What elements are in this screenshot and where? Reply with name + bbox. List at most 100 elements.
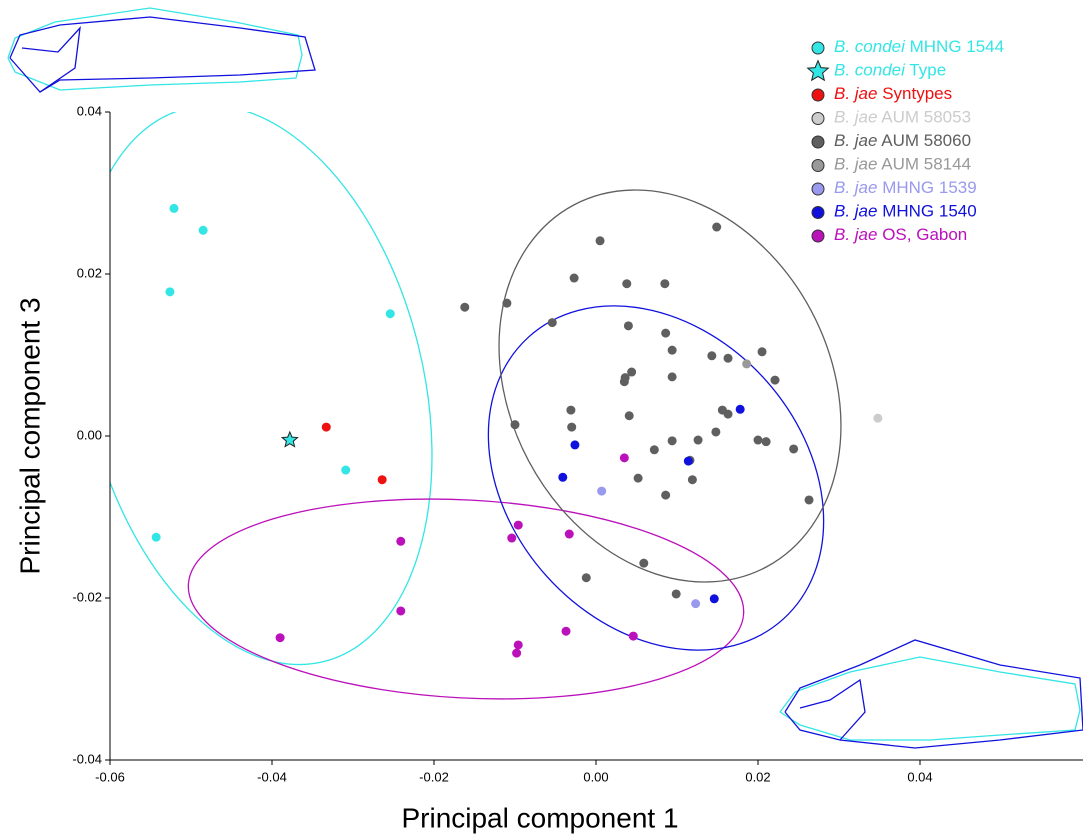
point	[723, 409, 733, 419]
legend-label: B. jae OS, Gabon	[834, 225, 967, 244]
point	[683, 456, 693, 466]
point	[595, 236, 605, 246]
point	[757, 347, 767, 357]
y-tick-label: -0.02	[72, 589, 102, 604]
point	[804, 495, 814, 505]
x-tick-label: -0.02	[419, 769, 449, 784]
legend-marker	[811, 135, 825, 149]
point	[633, 473, 643, 483]
y-tick-label: 0.04	[77, 103, 102, 118]
point	[567, 422, 577, 432]
point	[198, 225, 208, 235]
ellipse	[487, 305, 825, 651]
point	[564, 529, 574, 539]
point	[624, 411, 634, 421]
point	[169, 203, 179, 213]
point	[321, 422, 331, 432]
ellipses	[110, 112, 842, 700]
point	[660, 279, 670, 289]
point	[510, 420, 520, 430]
point	[385, 309, 395, 319]
ellipse	[498, 189, 842, 583]
point	[661, 490, 671, 500]
point	[707, 351, 717, 361]
point	[742, 359, 752, 369]
legend-marker	[811, 88, 825, 102]
point	[507, 533, 517, 543]
legend-marker	[811, 41, 825, 55]
point	[753, 435, 763, 445]
point	[558, 472, 568, 482]
point	[623, 321, 633, 331]
point	[639, 558, 649, 568]
legend-marker	[811, 206, 825, 219]
point	[667, 372, 677, 382]
point	[165, 287, 175, 297]
fish-outline-bottom	[779, 639, 1083, 749]
legend-label: B. jae AUM 58144	[834, 155, 971, 174]
ellipse	[187, 498, 745, 700]
point	[513, 520, 523, 530]
legend-marker	[806, 59, 830, 82]
point	[569, 273, 579, 283]
point	[280, 430, 299, 448]
point	[712, 222, 722, 232]
point	[789, 444, 799, 454]
point	[761, 437, 771, 447]
legend-marker	[811, 182, 825, 196]
y-tick-label: 0.00	[77, 427, 102, 442]
point	[547, 318, 557, 328]
point	[770, 375, 780, 385]
ellipse	[110, 112, 433, 666]
legend-marker	[811, 229, 825, 243]
point	[396, 536, 406, 546]
x-axis-label: Principal component 1	[401, 802, 678, 833]
point	[667, 436, 677, 446]
point	[735, 404, 745, 414]
legend-label: B. condei Type	[834, 61, 946, 80]
point	[661, 328, 671, 338]
point	[711, 427, 721, 437]
point	[693, 435, 703, 445]
point	[570, 440, 580, 450]
x-tick-label: -0.04	[257, 769, 287, 784]
point	[396, 606, 406, 616]
x-tick-label: 0.00	[583, 769, 608, 784]
point	[622, 279, 632, 289]
point	[377, 475, 387, 485]
legend-marker	[811, 159, 825, 172]
point	[566, 405, 576, 415]
point	[667, 345, 677, 355]
point	[581, 573, 591, 583]
legend-label: B. condei MHNG 1544	[834, 37, 1004, 56]
legend-marker	[811, 112, 825, 125]
point	[709, 594, 719, 604]
point	[341, 465, 351, 475]
point	[597, 486, 607, 496]
x-tick-label: 0.02	[745, 769, 770, 784]
point	[627, 367, 637, 377]
point	[619, 377, 629, 387]
y-axis-label: Principal component 3	[14, 297, 45, 574]
legend-label: B. jae AUM 58053	[834, 108, 971, 127]
point	[502, 298, 512, 308]
y-tick-label: 0.02	[77, 265, 102, 280]
point	[513, 640, 523, 650]
legend-label: B. jae AUM 58060	[834, 131, 971, 150]
point	[628, 631, 638, 641]
point	[512, 648, 522, 658]
point	[687, 475, 697, 485]
point	[561, 626, 571, 636]
legend-label: B. jae MHNG 1539	[834, 178, 977, 197]
legend-label: B. jae MHNG 1540	[834, 202, 977, 221]
y-tick-label: -0.04	[72, 751, 102, 766]
x-tick-label: 0.04	[907, 769, 932, 784]
point	[873, 413, 883, 423]
point	[460, 302, 470, 312]
legend-label: B. jae Syntypes	[834, 84, 952, 103]
point	[619, 453, 629, 463]
x-tick-label: -0.06	[95, 769, 125, 784]
point	[691, 599, 701, 609]
point	[151, 532, 161, 542]
